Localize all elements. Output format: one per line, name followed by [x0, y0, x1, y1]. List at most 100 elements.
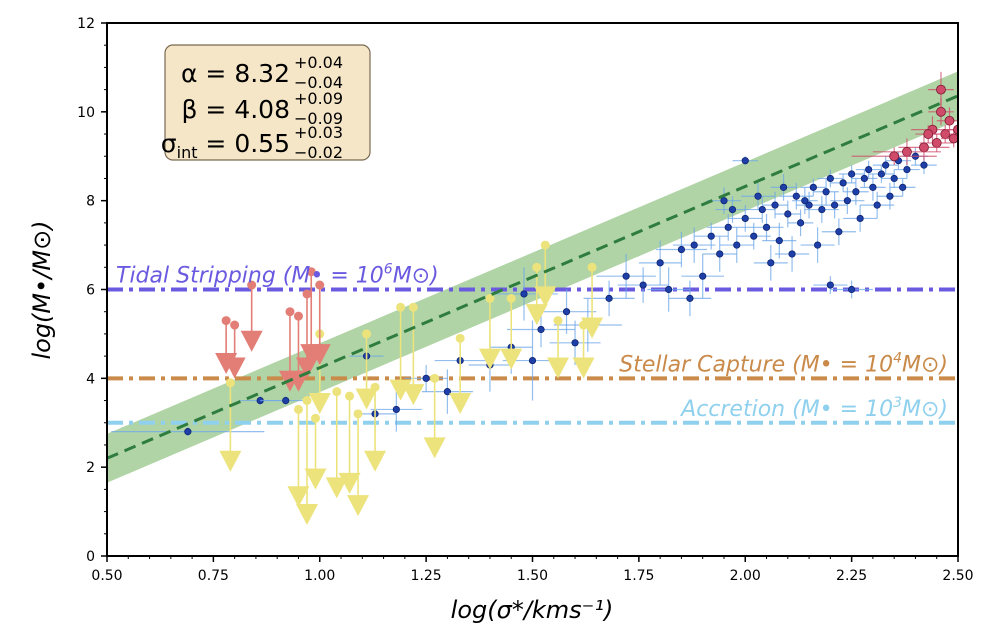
upper-limit-marker — [225, 378, 235, 388]
upper-limit-arrowhead — [478, 348, 501, 370]
x-tick-label: 2.00 — [730, 568, 761, 584]
data-point — [537, 325, 545, 334]
data-point — [733, 241, 741, 249]
data-point — [822, 188, 830, 196]
data-point — [923, 129, 934, 139]
upper-limit-marker — [353, 409, 363, 419]
data-point — [809, 183, 817, 191]
threshold-label-name: Tidal Stripping — [116, 264, 283, 289]
fit-parameters-box: α = 8.32 +0.04 −0.04 β = 4.08 +0.09 −0.0… — [161, 44, 371, 162]
data-point — [940, 129, 951, 139]
data-point — [686, 294, 694, 302]
upper-limit-arrowhead — [347, 495, 370, 517]
upper-limit-marker — [310, 413, 320, 423]
data-point — [835, 228, 843, 236]
param-sigma-minus: −0.02 — [294, 143, 343, 162]
y-tick-label: 6 — [86, 283, 95, 299]
upper-limit-marker — [396, 302, 406, 312]
series-1 — [851, 71, 958, 166]
upper-limit-arrowhead — [304, 468, 327, 490]
data-point — [422, 374, 430, 382]
data-point — [899, 183, 907, 191]
upper-limit-arrowhead — [338, 472, 361, 494]
data-point — [936, 106, 946, 117]
upper-limit-arrowhead — [402, 384, 425, 406]
threshold-label-exponent: 3 — [893, 395, 902, 411]
param-beta-plus: +0.09 — [294, 89, 343, 108]
y-tick-label: 2 — [86, 460, 95, 476]
plot-area — [107, 71, 958, 526]
data-point — [741, 214, 749, 223]
y-tick-label: 4 — [86, 371, 95, 387]
data-point — [890, 174, 898, 183]
data-point — [665, 285, 673, 294]
x-tick-label: 1.00 — [304, 568, 335, 584]
threshold-label-0: Tidal Stripping (M• = 106M⊙) — [116, 262, 439, 289]
threshold-label-exponent: 6 — [384, 262, 393, 278]
data-point — [826, 174, 834, 183]
data-point — [605, 294, 613, 302]
x-tick-label: 0.50 — [91, 568, 122, 584]
y-tick-label: 12 — [77, 16, 95, 32]
threshold-label-end: M⊙) — [902, 352, 948, 377]
data-point — [775, 237, 783, 245]
data-point — [919, 142, 929, 153]
upper-limit-marker — [370, 382, 380, 392]
data-point — [902, 146, 912, 157]
data-point — [852, 188, 860, 196]
data-point — [848, 170, 856, 178]
data-point — [443, 388, 451, 396]
upper-limit-arrowhead — [295, 504, 318, 526]
data-point — [656, 259, 664, 267]
x-axis-label: log(σ*/kms⁻¹) — [451, 596, 614, 624]
upper-limit-arrowhead — [308, 344, 331, 366]
upper-limit-marker — [247, 280, 257, 290]
data-point — [856, 214, 864, 223]
param-beta-minus: −0.09 — [294, 109, 343, 128]
upper-limit-arrowhead — [547, 357, 570, 379]
y-axis-label: log(M•/M⊙) — [28, 220, 56, 359]
data-point — [848, 285, 856, 294]
data-point — [707, 232, 715, 240]
data-point — [801, 197, 809, 205]
data-point — [886, 192, 894, 200]
upper-limit-marker — [553, 316, 563, 326]
data-point — [936, 84, 946, 95]
data-point — [184, 428, 192, 436]
data-point — [920, 161, 928, 169]
upper-limit-marker — [532, 262, 542, 272]
data-point — [805, 201, 813, 209]
upper-limit-marker — [306, 267, 316, 277]
data-point — [843, 197, 851, 205]
data-point — [528, 356, 537, 365]
threshold-label-2: Accretion (M• = 103M⊙) — [679, 395, 948, 422]
threshold-label-end: M⊙) — [393, 264, 439, 289]
data-point — [889, 151, 900, 162]
series-3 — [215, 267, 331, 392]
param-sigma-value: 0.55 — [234, 129, 290, 158]
data-point — [677, 245, 686, 254]
upper-limit-arrowhead — [572, 357, 595, 379]
data-point — [720, 197, 728, 205]
threshold-label-name: Accretion — [679, 397, 792, 422]
upper-limit-marker — [293, 311, 303, 321]
upper-limit-marker — [302, 289, 312, 299]
param-alpha-minus: −0.04 — [294, 73, 343, 92]
threshold-label-exponent: 4 — [893, 350, 902, 366]
threshold-label-1: Stellar Capture (M• = 104M⊙) — [619, 350, 948, 377]
data-point — [873, 201, 881, 209]
data-point — [792, 192, 800, 200]
upper-limit-arrowhead — [500, 348, 523, 370]
data-point — [931, 138, 942, 148]
x-tick-label: 2.50 — [942, 568, 973, 584]
upper-limit-marker — [293, 404, 303, 414]
data-point — [724, 223, 732, 231]
data-point — [622, 272, 630, 280]
y-tick-label: 0 — [86, 549, 95, 565]
data-point — [953, 124, 958, 135]
data-point — [767, 259, 775, 267]
upper-limit-arrowhead — [449, 392, 472, 414]
y-tick-label: 8 — [86, 194, 95, 210]
upper-limit-arrowhead — [219, 450, 242, 472]
